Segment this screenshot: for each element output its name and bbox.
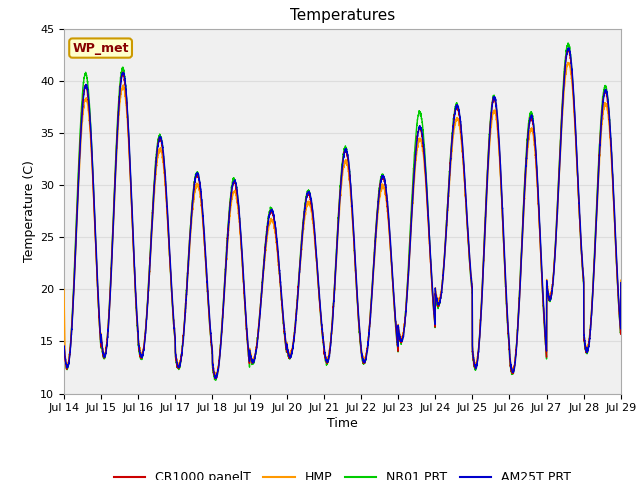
X-axis label: Time: Time	[327, 418, 358, 431]
Title: Temperatures: Temperatures	[290, 9, 395, 24]
Legend: CR1000 panelT, HMP, NR01 PRT, AM25T PRT: CR1000 panelT, HMP, NR01 PRT, AM25T PRT	[109, 467, 576, 480]
Text: WP_met: WP_met	[72, 42, 129, 55]
Y-axis label: Temperature (C): Temperature (C)	[23, 160, 36, 262]
